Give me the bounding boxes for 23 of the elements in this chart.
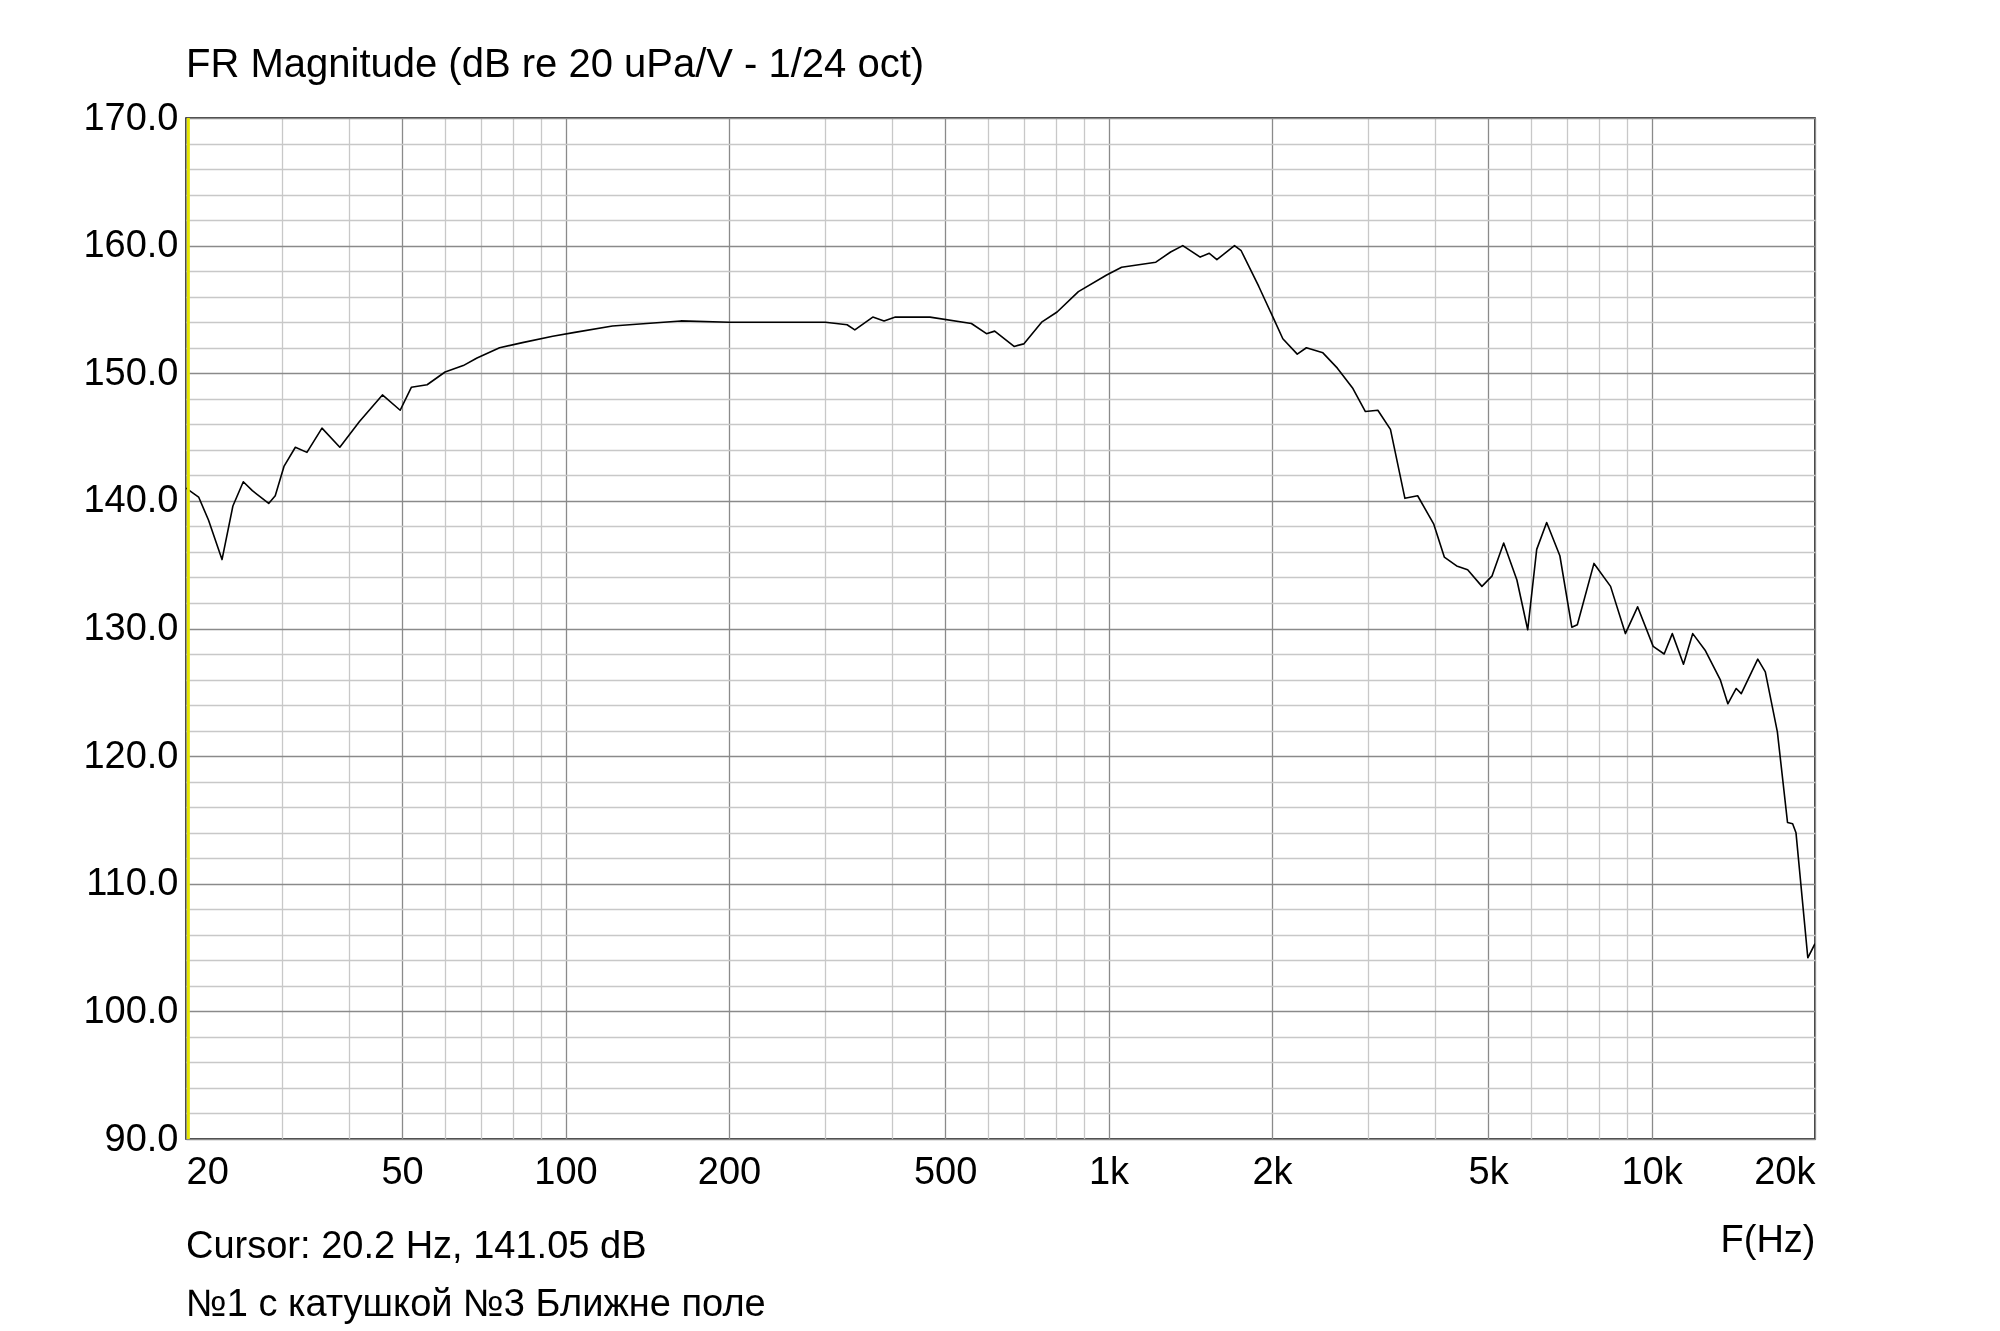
y-tick-label: 110.0: [86, 861, 179, 904]
x-axis-title: F(Hz): [1720, 1217, 1816, 1260]
y-tick-label: 140.0: [83, 478, 179, 521]
x-tick-label: 10k: [1621, 1149, 1684, 1192]
x-tick-label: 500: [913, 1149, 978, 1192]
x-tick-label: 2k: [1252, 1149, 1294, 1192]
text: Cursor: 20.2 Hz, 141.05 dB: [186, 1224, 647, 1266]
x-tick-label: 50: [381, 1149, 424, 1192]
x-tick-label: 20: [186, 1149, 229, 1192]
x-tick-label: 20k: [1754, 1149, 1817, 1192]
chart-title: FR Magnitude (dB re 20 uPa/V - 1/24 oct): [186, 41, 925, 85]
y-tick-label: 160.0: [83, 223, 179, 266]
x-tick-label: 5k: [1468, 1149, 1510, 1192]
y-tick-label: 90.0: [104, 1116, 179, 1159]
x-tick-label: 1k: [1088, 1149, 1131, 1192]
y-tick-label: 150.0: [83, 350, 179, 393]
y-tick-label: 130.0: [83, 606, 179, 648]
x-tick-label: 100: [534, 1149, 598, 1192]
y-tick-label: 100.0: [83, 988, 179, 1031]
text: №1 с катушкой №3 Ближне поле: [186, 1282, 766, 1324]
y-tick-label: 120.0: [83, 733, 179, 776]
y-tick-label: 170.0: [83, 95, 179, 138]
x-tick-label: 200: [697, 1149, 762, 1192]
